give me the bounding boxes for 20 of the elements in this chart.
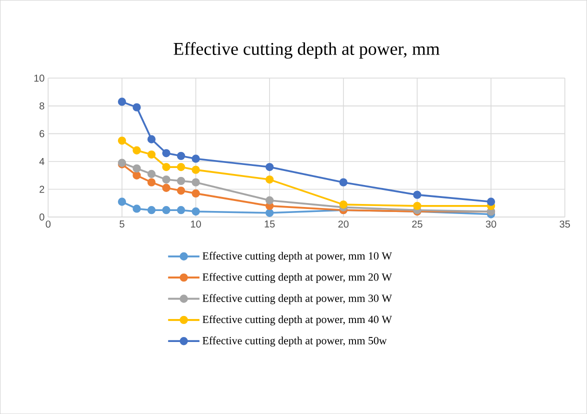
y-tick-label: 0 xyxy=(40,213,44,221)
chart-title: Effective cutting depth at power, mm xyxy=(174,42,440,59)
y-tick-label: 8 xyxy=(40,102,44,110)
legend-label: Effective cutting depth at power, mm 40 W xyxy=(202,315,392,326)
y-tick-label: 4 xyxy=(39,158,44,165)
x-tick-label: 10 xyxy=(191,220,201,228)
y-tick-label: 2 xyxy=(40,186,44,193)
x-tick-label: 25 xyxy=(412,220,422,228)
legend-label: Effective cutting depth at power, mm 20 W xyxy=(202,272,392,283)
y-tick-label: 10 xyxy=(34,74,44,82)
x-tick-label: 20 xyxy=(338,220,349,228)
legend-label: Effective cutting depth at power, mm 10 W xyxy=(202,252,392,262)
x-tick-label: 35 xyxy=(560,220,570,228)
x-tick-label: 30 xyxy=(486,220,496,228)
x-tick-label: 0 xyxy=(46,220,51,228)
legend-label: Effective cutting depth at power, mm 50w xyxy=(202,336,387,347)
legend-label: Effective cutting depth at power, mm 30 W xyxy=(202,294,392,304)
x-tick-label: 5 xyxy=(120,220,124,228)
x-tick-label: 15 xyxy=(264,220,275,228)
y-tick-label: 6 xyxy=(40,130,44,138)
